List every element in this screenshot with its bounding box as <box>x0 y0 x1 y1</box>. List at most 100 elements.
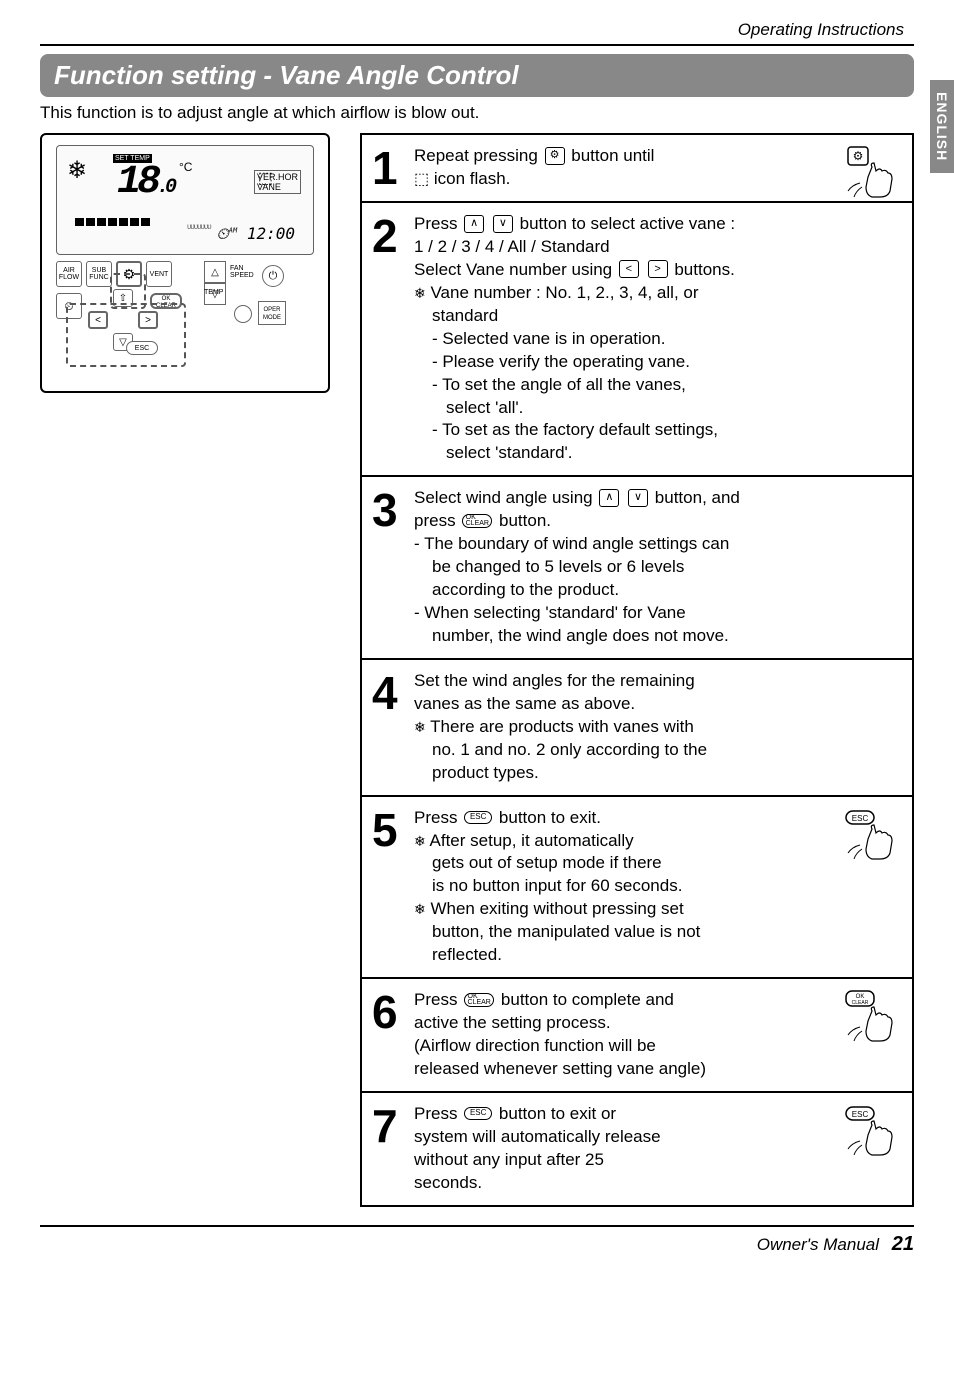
temp-unit: °C <box>179 160 192 174</box>
step-3: 3Select wind angle using ∧ ∨ button, and… <box>362 477 912 660</box>
step-7: 7Press ESC button to exit orsystem will … <box>362 1093 912 1205</box>
svg-text:ESC: ESC <box>852 814 869 823</box>
step-line: (Airflow direction function will be <box>414 1035 900 1058</box>
step-line: Set the wind angles for the remaining <box>414 670 900 693</box>
step-line: - When selecting 'standard' for Vane <box>414 602 900 625</box>
step-line: press OKCLEAR button. <box>414 510 900 533</box>
step-line: Press ESC button to exit or <box>414 1103 900 1126</box>
airflow-button[interactable]: AIRFLOW <box>56 261 82 287</box>
step-line: is no button input for 60 seconds. <box>414 875 900 898</box>
down-icon: ∨ <box>628 489 648 507</box>
step-line: ❄ When exiting without pressing set <box>414 898 900 921</box>
clock-value: ⏲AM 12:00 <box>216 224 295 244</box>
vent-button[interactable]: VENT <box>146 261 172 287</box>
page-title: Function setting - Vane Angle Control <box>40 54 914 97</box>
step-body: Press OKCLEAR button to complete and act… <box>414 989 900 1081</box>
step-line: according to the product. <box>414 579 900 602</box>
step-number: 4 <box>372 670 414 785</box>
step-line: standard <box>414 305 900 328</box>
step-number: 7 <box>372 1103 414 1195</box>
power-button[interactable]: ⏻ <box>262 265 284 287</box>
footer-label: Owner's Manual <box>757 1235 879 1254</box>
note-snowflake-icon: ❄ <box>414 833 426 849</box>
step-body: Press ∧ ∨ button to select active vane :… <box>414 213 900 465</box>
hand-illustration: ⚙ <box>844 143 904 199</box>
page-number: 21 <box>892 1233 914 1255</box>
snowflake-icon: ❄ <box>67 156 87 185</box>
ok-clear-icon: OKCLEAR <box>464 993 494 1007</box>
weekday-bar <box>75 218 150 226</box>
step-2: 2Press ∧ ∨ button to select active vane … <box>362 203 912 477</box>
hand-illustration: ESC <box>844 1101 904 1157</box>
step-6: 6Press OKCLEAR button to complete and ac… <box>362 979 912 1093</box>
step-line: ❄ Vane number : No. 1, 2., 3, 4, all, or <box>414 282 900 305</box>
step-number: 2 <box>372 213 414 465</box>
step-line: be changed to 5 levels or 6 levels <box>414 556 900 579</box>
lcd-display: ❄ SET TEMP 18.0 °C ⬚ VER.HORVANE ᴜᴜᴜᴜᴜᴜᴜ… <box>56 145 314 255</box>
circle-button[interactable] <box>234 305 252 323</box>
step-line: active the setting process. <box>414 1012 900 1035</box>
language-tab: ENGLISH <box>930 80 954 173</box>
step-line: Select wind angle using ∧ ∨ button, and <box>414 487 900 510</box>
temp-up-button[interactable]: △ <box>204 261 226 283</box>
step-line: select 'all'. <box>414 397 900 420</box>
intro-text: This function is to adjust angle at whic… <box>40 103 914 123</box>
header-section-label: Operating Instructions <box>40 20 914 40</box>
step-line: Press ESC button to exit. <box>414 807 900 830</box>
step-line: released whenever setting vane angle) <box>414 1058 900 1081</box>
schedule-dots: ᴜᴜᴜᴜᴜᴜᴜ <box>187 222 211 231</box>
step-line: select 'standard'. <box>414 442 900 465</box>
step-4: 4Set the wind angles for the remainingva… <box>362 660 912 797</box>
step-body: Select wind angle using ∧ ∨ button, andp… <box>414 487 900 648</box>
step-line: gets out of setup mode if there <box>414 852 900 875</box>
step-line: - Please verify the operating vane. <box>414 351 900 374</box>
temp-label: TEMP <box>204 289 223 296</box>
esc-icon: ESC <box>464 1107 492 1120</box>
step-line: button, the manipulated value is not <box>414 921 900 944</box>
up-icon: ∧ <box>464 215 484 233</box>
step-line: - Selected vane is in operation. <box>414 328 900 351</box>
step-body: Set the wind angles for the remainingvan… <box>414 670 900 785</box>
steps-panel: 1Repeat pressing ⚙ button until ⬚ icon f… <box>360 133 914 1207</box>
step-number: 5 <box>372 807 414 968</box>
note-snowflake-icon: ❄ <box>414 719 426 735</box>
step-body: Press ESC button to exit.❄ After setup, … <box>414 807 900 968</box>
step-line: reflected. <box>414 944 900 967</box>
right-icon: > <box>648 260 668 278</box>
esc-icon: ESC <box>464 811 492 824</box>
temperature-value: 18.0 <box>117 160 173 205</box>
step-line: seconds. <box>414 1172 900 1195</box>
press-hand-icon: ESC <box>844 1101 904 1157</box>
step-body: Repeat pressing ⚙ button until ⬚ icon fl… <box>414 145 900 191</box>
hand-illustration: ESC <box>844 805 904 861</box>
step-line: - To set the angle of all the vanes, <box>414 374 900 397</box>
step-line: vanes as the same as above. <box>414 693 900 716</box>
press-hand-icon: OKCLEAR <box>844 987 904 1043</box>
step-line: system will automatically release <box>414 1126 900 1149</box>
svg-text:ESC: ESC <box>852 1110 869 1119</box>
temp-updown[interactable]: △ ▽ <box>204 261 226 305</box>
step-body: Press ESC button to exit orsystem will a… <box>414 1103 900 1195</box>
step-line: Press ∧ ∨ button to select active vane : <box>414 213 900 236</box>
step-number: 3 <box>372 487 414 648</box>
svg-text:CLEAR: CLEAR <box>852 1000 869 1006</box>
step-number: 1 <box>372 145 414 191</box>
step-line: number, the wind angle does not move. <box>414 625 900 648</box>
step-line: ❄ There are products with vanes with <box>414 716 900 739</box>
step-line: without any input after 25 <box>414 1149 900 1172</box>
vane-swing-icon: ⬚ <box>414 171 429 188</box>
step-line: Select Vane number using < > buttons. <box>414 259 900 282</box>
subfunc-button[interactable]: SUBFUNC <box>86 261 112 287</box>
svg-text:⚙: ⚙ <box>853 149 864 163</box>
step-5: 5Press ESC button to exit.❄ After setup,… <box>362 797 912 980</box>
press-hand-icon: ⚙ <box>844 143 904 199</box>
left-icon: < <box>619 260 639 278</box>
header-rule <box>40 44 914 46</box>
remote-illustration: ❄ SET TEMP 18.0 °C ⬚ VER.HORVANE ᴜᴜᴜᴜᴜᴜᴜ… <box>40 133 350 1207</box>
down-icon: ∨ <box>493 215 513 233</box>
footer: Owner's Manual 21 <box>40 1225 914 1256</box>
step-line: Repeat pressing ⚙ button until <box>414 145 900 168</box>
oper-mode-button[interactable]: OPERMODE <box>258 301 286 325</box>
step-number: 6 <box>372 989 414 1081</box>
ok-clear-icon: OKCLEAR <box>462 514 492 528</box>
